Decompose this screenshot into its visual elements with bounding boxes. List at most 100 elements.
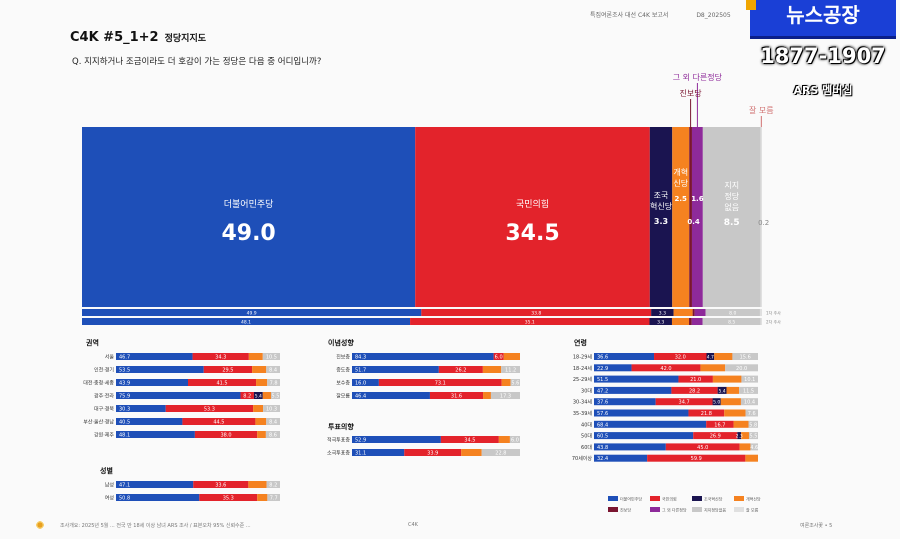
- panel-age-bar-0-0: [594, 353, 655, 360]
- panel-age-ppp-8: 45.0: [697, 445, 708, 451]
- legend-swatch-progressive: [608, 507, 618, 512]
- main-bar-progressive: [689, 127, 692, 307]
- panel-region-bar-1-0: [116, 366, 204, 373]
- panel-gender-dem-0: 47.1: [119, 483, 130, 489]
- legend-label-progressive: 진보당: [620, 507, 631, 513]
- panel-region-label-2: 대전·충청·세종: [83, 380, 114, 387]
- panel-gender-bar-1-1: [199, 494, 258, 501]
- panel-region-dk-2: 7.8: [270, 381, 278, 387]
- panel-ideology-bar-1-3: [482, 366, 502, 373]
- compare-bar-0-other: [694, 309, 706, 316]
- panel-age-bar-2-3: [712, 375, 742, 383]
- panel-region-bar-4-1: [165, 405, 254, 412]
- panel-ideology-ppp-1: 26.2: [455, 368, 466, 374]
- main-bar-rebuild: [649, 127, 673, 307]
- panel-age-ppp-4: 34.7: [679, 400, 690, 406]
- panel-region-ppp-5: 44.5: [213, 420, 224, 426]
- panel-age-label-9: 70세이상: [572, 455, 593, 462]
- panel-gender-title: 성별: [100, 466, 113, 475]
- page-title: C4K #5_1+2 정당지지도: [70, 30, 206, 45]
- panel-region-ppp-1: 29.5: [222, 368, 233, 374]
- compare-bar-0-ppp: [421, 309, 652, 316]
- panel-age-ppp-0: 32.0: [675, 355, 686, 361]
- panel-region-bar-4-0: [116, 405, 166, 412]
- main-bar-dontknow: [760, 127, 762, 307]
- panel-age-bar-5-4: [745, 409, 758, 417]
- panel-region-ppp-3: 8.2: [243, 394, 251, 400]
- panel-age-bar-3-1: [671, 386, 718, 394]
- compare-value-1-1: 35.1: [525, 320, 535, 326]
- panel-age-dem-9: 32.4: [597, 456, 608, 462]
- compare-value-0-1: 33.8: [531, 311, 541, 317]
- main-label-reform-0: 개혁: [673, 167, 688, 177]
- panel-age-bar-1-1: [631, 364, 701, 372]
- channel-logo: 뉴스공장: [746, 0, 896, 39]
- legend-label-rebuild: 조국혁신당: [704, 496, 723, 502]
- main-bar-none: [702, 127, 761, 307]
- panel-age-bar-4-4: [740, 398, 758, 406]
- main-value-progressive: 0.4: [687, 218, 700, 226]
- panel-vote-dk-0: 6.0: [511, 438, 519, 444]
- panel-region-bar-3-2: [253, 392, 263, 399]
- panel-vote-title: 투표의향: [328, 422, 354, 431]
- panel-ideology-bar-3-1: [429, 392, 484, 399]
- panel-age-ppp-6: 16.7: [714, 422, 725, 428]
- compare-value-0-6: 8.0: [729, 311, 736, 317]
- panel-ideology-bar-3-4: [490, 392, 520, 399]
- main-bar-ppp: [415, 127, 650, 307]
- panel-age-label-1: 18-24세: [573, 365, 593, 372]
- main-label-none-2: 없음: [724, 203, 739, 212]
- compare-bar-1-none: [702, 318, 761, 325]
- panel-vote-bar-1-3: [461, 449, 482, 456]
- panel-region-bar-2-0: [116, 379, 188, 386]
- compare-bar-0-dem: [82, 309, 422, 316]
- panel-age-bar-1-0: [594, 364, 632, 372]
- panel-gender-ppp-1: 35.3: [223, 496, 234, 502]
- main-bar-dem: [82, 127, 416, 307]
- panel-age-label-2: 25-29세: [573, 376, 593, 383]
- compare-value-1-2: 3.3: [657, 320, 664, 326]
- panel-age-dem-2: 51.5: [597, 377, 608, 383]
- panel-region-label-1: 인천·경기: [94, 367, 114, 374]
- panel-age-bar-6-0: [594, 420, 707, 428]
- panel-age-bar-0-2: [706, 353, 715, 360]
- main-label-none-1: 정당: [724, 191, 739, 201]
- main-bar-reform: [672, 127, 690, 307]
- panel-age-bar-5-3: [724, 409, 746, 417]
- legend-swatch-none: [692, 507, 702, 512]
- callout-dontknow: 잘 모름: [749, 106, 774, 115]
- panel-vote-bar-1-0: [352, 449, 405, 456]
- panel-age-label-0: 18-29세: [573, 354, 593, 361]
- panel-gender-ppp-0: 33.6: [215, 483, 226, 489]
- panel-age-bar-5-0: [594, 409, 689, 417]
- panel-region-bar-0-3: [248, 353, 263, 360]
- panel-age-bar-2-0: [594, 375, 679, 383]
- footer-center: C4K: [408, 522, 418, 528]
- main-value-rebuild: 3.3: [654, 217, 668, 226]
- panel-vote-bar-0-1: [440, 436, 499, 443]
- panel-age-bar-3-0: [594, 386, 672, 394]
- main-label-reform-1: 신당: [673, 178, 688, 188]
- panel-age-bar-1-4: [725, 364, 758, 372]
- panel-region-ppp-2: 41.5: [216, 381, 227, 387]
- panel-age-bar-0-4: [732, 353, 758, 360]
- panel-gender-bar-0-0: [116, 481, 194, 488]
- legend-label-dem: 더불어민주당: [620, 496, 642, 502]
- channel-phone: 1877-1907: [760, 44, 886, 68]
- panel-gender-bar-0-4: [266, 481, 280, 488]
- panel-age-label-3: 30대: [581, 387, 592, 394]
- panel-region-bar-2-1: [187, 379, 257, 386]
- panel-gender-dem-1: 50.8: [119, 496, 130, 502]
- panel-vote-bar-0-4: [509, 436, 520, 443]
- panel-age-bar-3-4: [739, 386, 758, 394]
- main-bar-other: [691, 127, 703, 307]
- legend-swatch-dontknow: [734, 507, 744, 512]
- panel-age-ppp-2: 21.0: [690, 377, 701, 383]
- panel-region-bar-3-0: [116, 392, 241, 399]
- panel-region-bar-4-3: [253, 405, 264, 412]
- panel-ideology-label-0: 진보층: [336, 354, 350, 361]
- panel-vote-dem-0: 52.9: [355, 438, 366, 444]
- panel-age-label-6: 40대: [581, 421, 592, 428]
- panel-ideology-bar-1-4: [501, 366, 520, 373]
- compare-bar-1-dem: [82, 318, 411, 325]
